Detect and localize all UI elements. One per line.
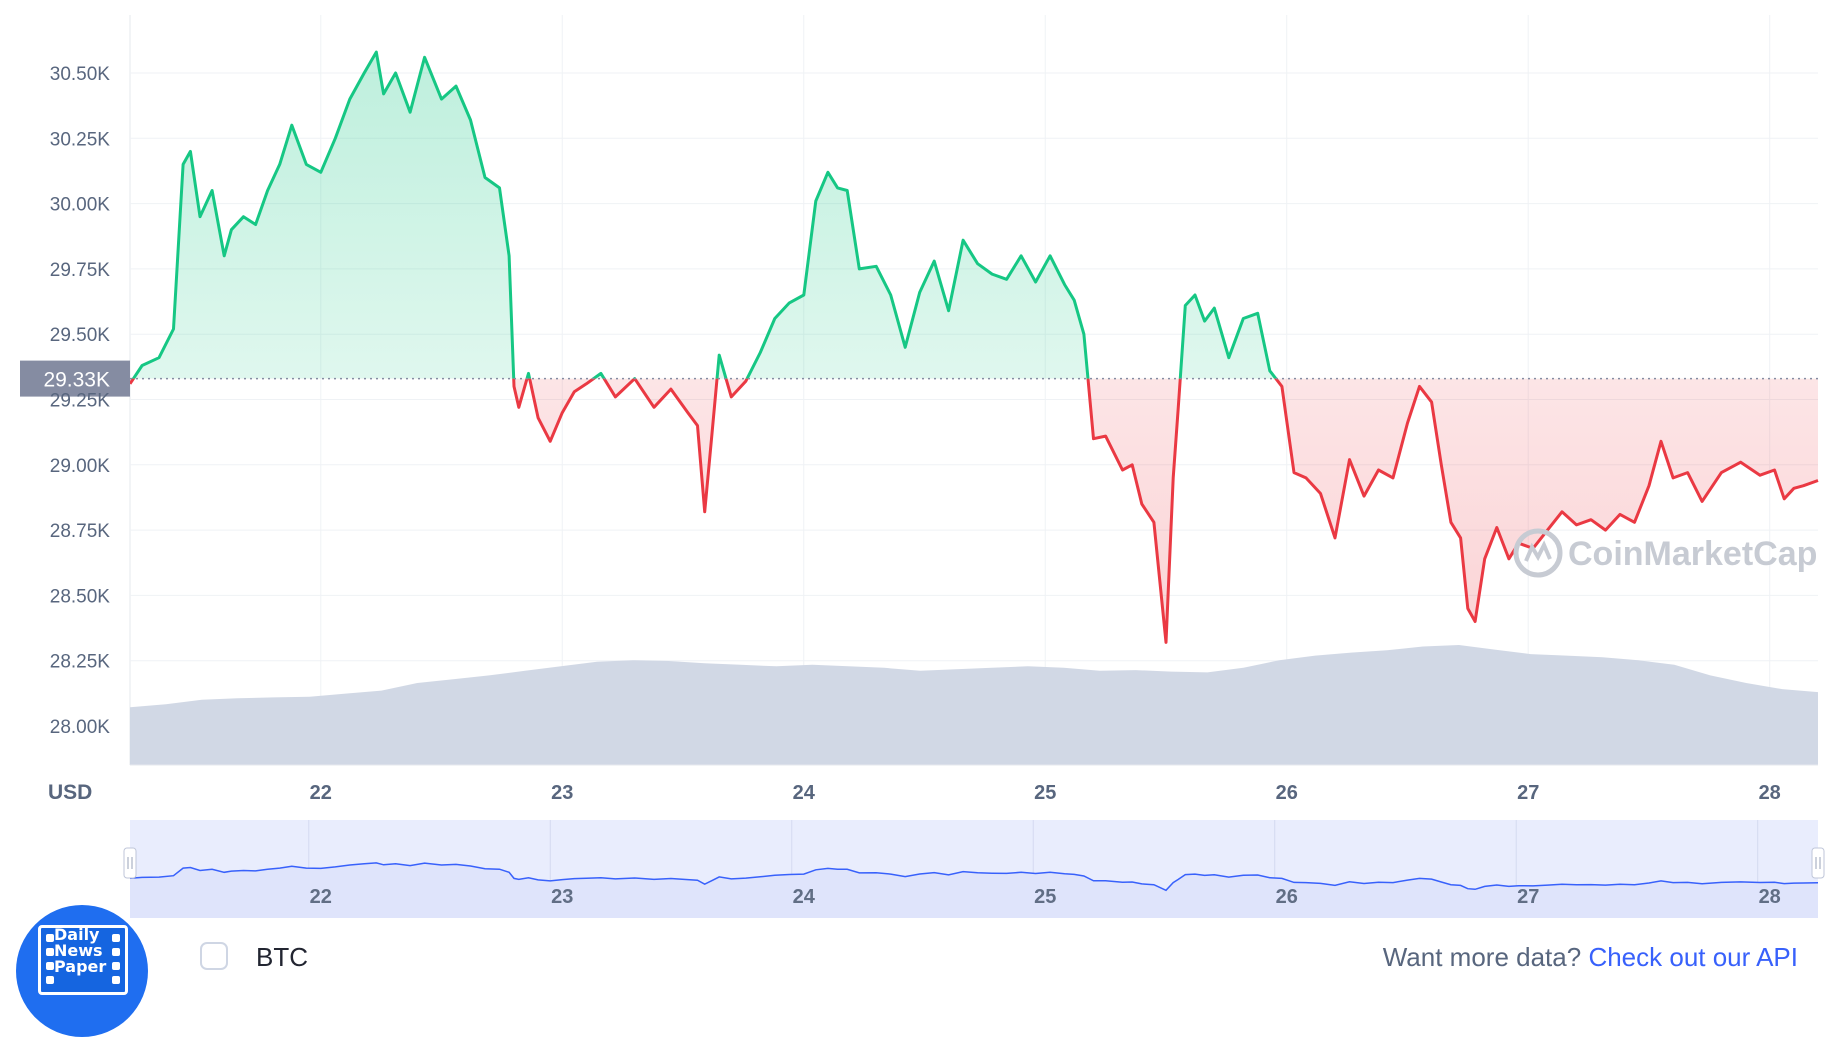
x-tick-label: 28 bbox=[1759, 782, 1781, 804]
btc-checkbox[interactable] bbox=[200, 942, 228, 970]
navigator-tick-label: 28 bbox=[1759, 886, 1781, 908]
price-line-above bbox=[131, 50, 1278, 379]
navigator-tick-label: 26 bbox=[1276, 886, 1298, 908]
y-tick-label: 30.25K bbox=[50, 129, 111, 150]
y-tick-label: 30.50K bbox=[50, 64, 111, 85]
x-tick-label: 27 bbox=[1517, 782, 1539, 804]
navigator-tick-label: 25 bbox=[1034, 886, 1056, 908]
price-fill bbox=[130, 52, 1818, 643]
y-tick-label: 29.50K bbox=[50, 325, 111, 346]
navigator-tick-label: 27 bbox=[1517, 886, 1539, 908]
navigator-line bbox=[129, 862, 1819, 892]
y-axis: 28.00K 28.25K 28.50K 28.75K 29.00K 29.25K 29.5… bbox=[50, 64, 111, 738]
area-above-reference bbox=[130, 52, 1818, 379]
currency-unit-label: USD bbox=[48, 781, 92, 804]
navigator-tick-label: 23 bbox=[551, 886, 573, 908]
coinmarketcap-logo-icon bbox=[1513, 528, 1563, 578]
navigator-tick-label: 24 bbox=[793, 886, 816, 908]
series-label: BTC bbox=[256, 942, 308, 972]
x-tick-label: 25 bbox=[1034, 782, 1056, 804]
y-tick-label: 28.75K bbox=[50, 521, 111, 542]
area-below-reference bbox=[130, 378, 1818, 643]
x-tick-label: 23 bbox=[551, 782, 573, 804]
x-tick-label: 26 bbox=[1276, 782, 1298, 804]
price-line bbox=[128, 50, 1819, 644]
y-tick-label: 28.00K bbox=[50, 717, 111, 738]
y-tick-label: 29.25K bbox=[50, 391, 111, 412]
reference-price-label: 29.33K bbox=[43, 369, 110, 392]
range-navigator[interactable]: 22 23 24 25 26 27 28 bbox=[123, 820, 1825, 918]
reference-line: 29.33K bbox=[20, 360, 1818, 397]
y-tick-label: 29.75K bbox=[50, 260, 111, 281]
y-tick-label: 28.25K bbox=[50, 652, 111, 673]
reference-price-badge bbox=[20, 360, 130, 397]
x-tick-label: 22 bbox=[310, 782, 332, 804]
more-data-prompt: Want more data? Check out our API bbox=[1383, 942, 1798, 973]
price-line-below bbox=[128, 378, 1819, 644]
navigator-left-handle[interactable] bbox=[123, 847, 137, 879]
navigator-area bbox=[130, 862, 1818, 918]
navigator-right-handle[interactable] bbox=[1811, 847, 1825, 879]
x-tick-label: 24 bbox=[793, 782, 816, 804]
volume-area-shape bbox=[130, 645, 1818, 765]
volume-area bbox=[130, 645, 1818, 765]
x-axis: USD 22 23 24 25 26 27 28 bbox=[48, 764, 1818, 804]
daily-news-paper-logo: Daily News Paper bbox=[16, 905, 148, 1037]
api-link[interactable]: Check out our API bbox=[1588, 942, 1798, 972]
y-tick-label: 28.50K bbox=[50, 586, 111, 607]
more-data-text: Want more data? bbox=[1382, 942, 1582, 972]
navigator-tick-label: 22 bbox=[310, 886, 332, 908]
y-tick-label: 30.00K bbox=[50, 195, 111, 216]
watermark: CoinMarketCap bbox=[1513, 528, 1817, 578]
price-chart: 29.33K 28.00K 28.25K 28.50K 28.75K 29.00K 29.… bbox=[20, 15, 1825, 918]
y-tick-label: 29.00K bbox=[50, 456, 111, 477]
logo-text: Daily News Paper bbox=[54, 925, 107, 976]
watermark-text: CoinMarketCap bbox=[1568, 535, 1817, 573]
